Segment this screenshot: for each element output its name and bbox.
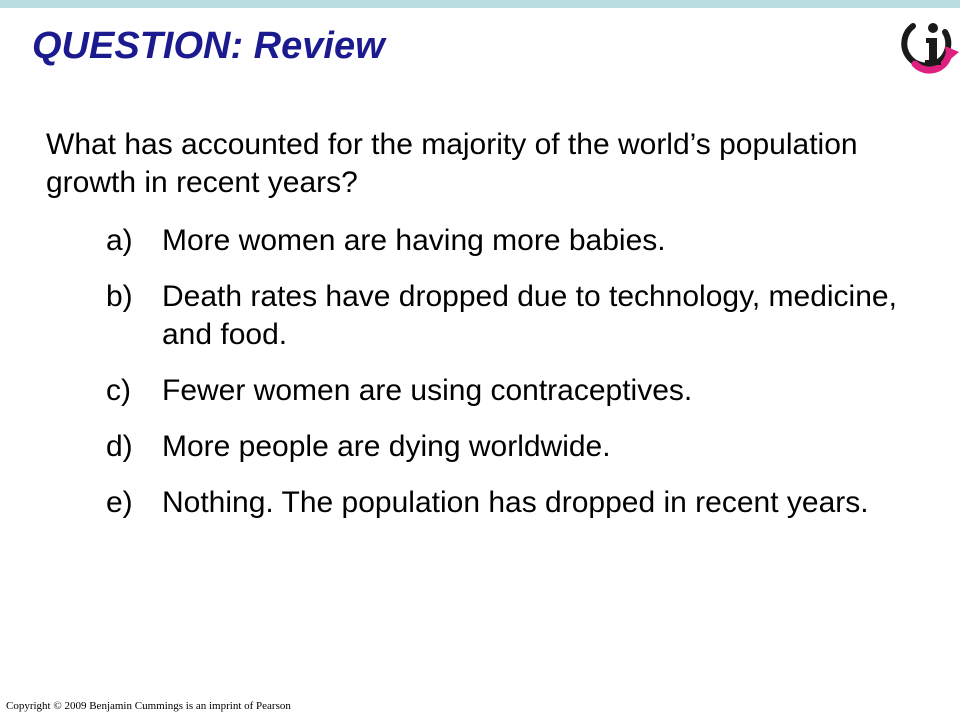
option-letter: a) <box>106 224 133 257</box>
answer-option-d: d) More people are dying worldwide. <box>106 428 936 466</box>
option-text: Death rates have dropped due to technolo… <box>162 280 897 351</box>
question-text: What has accounted for the majority of t… <box>46 128 858 199</box>
option-letter: d) <box>106 430 133 463</box>
info-i-logo-icon <box>901 23 959 74</box>
option-letter: e) <box>106 486 133 519</box>
answer-option-e: e) Nothing. The population has dropped i… <box>106 484 936 522</box>
option-text: Fewer women are using contraceptives. <box>162 374 693 407</box>
option-text: Nothing. The population has dropped in r… <box>162 486 869 519</box>
option-letter: b) <box>106 280 133 313</box>
slide-title: QUESTION: Review <box>32 25 385 67</box>
answer-option-b: b) Death rates have dropped due to techn… <box>106 278 936 354</box>
answer-options: a) More women are having more babies. b)… <box>106 222 936 540</box>
answer-option-c: c) Fewer women are using contraceptives. <box>106 372 936 410</box>
option-text: More people are dying worldwide. <box>162 430 611 463</box>
answer-option-a: a) More women are having more babies. <box>106 222 936 260</box>
option-letter: c) <box>106 374 131 407</box>
copyright-notice: Copyright © 2009 Benjamin Cummings is an… <box>6 700 291 712</box>
option-text: More women are having more babies. <box>162 224 666 257</box>
top-accent-bar <box>0 0 960 8</box>
